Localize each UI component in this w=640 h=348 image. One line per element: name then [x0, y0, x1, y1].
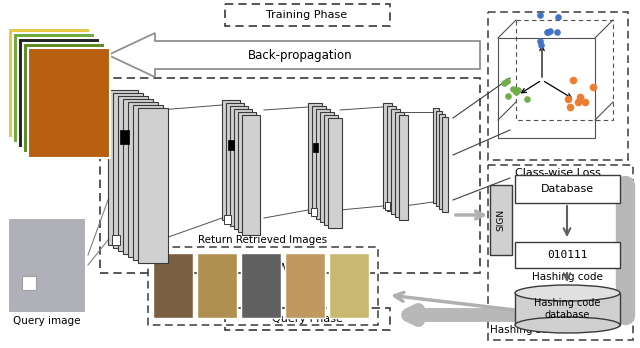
Point	[522, 96, 532, 102]
Bar	[433, 108, 439, 203]
Bar	[498, 38, 595, 138]
Ellipse shape	[515, 317, 620, 333]
Bar	[383, 103, 392, 208]
Point	[552, 30, 563, 35]
Point	[568, 78, 579, 83]
Bar	[112, 235, 120, 245]
Point	[579, 99, 589, 104]
Bar	[128, 102, 158, 257]
Bar	[120, 130, 129, 144]
Bar	[329, 253, 369, 318]
Bar	[488, 12, 628, 160]
Bar	[23, 43, 105, 153]
Bar	[387, 106, 396, 211]
Bar	[228, 140, 234, 150]
Bar	[238, 112, 256, 232]
Text: Back-propagation: Back-propagation	[248, 48, 352, 62]
Bar	[234, 109, 252, 229]
Bar	[490, 185, 512, 255]
Bar	[225, 308, 390, 330]
Bar	[241, 253, 281, 318]
Point	[513, 87, 523, 92]
Bar	[313, 143, 318, 152]
Text: CNN: CNN	[271, 261, 299, 275]
Bar	[515, 242, 620, 268]
Bar	[436, 111, 442, 206]
Bar	[8, 218, 86, 313]
Bar	[148, 247, 378, 325]
Bar	[197, 253, 237, 318]
Point	[502, 78, 512, 84]
Bar	[153, 253, 193, 318]
Point	[575, 94, 585, 100]
Point	[564, 105, 575, 110]
Bar	[242, 115, 260, 235]
Point	[511, 89, 521, 95]
Bar	[113, 93, 143, 248]
Point	[499, 81, 509, 86]
Text: Class-wise Loss: Class-wise Loss	[515, 168, 601, 178]
Point	[573, 99, 583, 105]
Point	[536, 42, 546, 47]
Bar	[22, 276, 36, 290]
Bar	[515, 175, 620, 203]
Bar	[311, 208, 317, 216]
Bar	[320, 112, 334, 222]
Text: Query image: Query image	[13, 316, 81, 326]
Text: Training Phase: Training Phase	[266, 10, 348, 20]
Ellipse shape	[515, 285, 620, 301]
Bar	[123, 99, 153, 254]
Point	[553, 15, 563, 20]
Bar	[439, 114, 445, 209]
Bar	[100, 78, 480, 273]
Bar	[118, 96, 148, 251]
Bar	[138, 108, 168, 263]
Text: Return Retrieved Images: Return Retrieved Images	[198, 235, 328, 245]
Bar	[488, 165, 633, 340]
Bar	[399, 115, 408, 220]
Bar	[316, 109, 330, 219]
Point	[508, 86, 518, 92]
Point	[588, 84, 598, 89]
Bar	[395, 112, 404, 217]
Bar	[225, 4, 390, 26]
Bar	[312, 106, 326, 216]
Point	[545, 29, 555, 34]
Bar	[222, 100, 240, 220]
Text: 010111: 010111	[547, 250, 588, 260]
Bar	[328, 118, 342, 228]
Bar	[324, 115, 338, 225]
Bar	[13, 33, 95, 143]
Bar	[28, 48, 110, 158]
Bar	[226, 103, 244, 223]
Polygon shape	[108, 33, 480, 77]
Bar	[516, 20, 613, 120]
Bar	[442, 117, 448, 212]
Bar	[224, 215, 231, 224]
Bar	[230, 106, 248, 226]
Point	[543, 30, 554, 35]
Bar	[18, 38, 100, 148]
Bar	[285, 253, 325, 318]
Text: Hashing search: Hashing search	[490, 325, 570, 335]
Bar	[8, 28, 90, 138]
Text: Hashing code
database: Hashing code database	[534, 298, 600, 320]
Text: Database: Database	[540, 184, 593, 194]
Bar	[133, 105, 163, 260]
Bar	[308, 103, 322, 213]
Bar	[391, 109, 400, 214]
Point	[542, 30, 552, 35]
Point	[502, 93, 513, 99]
Text: SIGN: SIGN	[497, 209, 506, 231]
Point	[563, 96, 573, 102]
Point	[534, 12, 545, 18]
Text: Query Phase: Query Phase	[271, 314, 342, 324]
Bar	[515, 293, 620, 325]
Bar	[108, 90, 138, 245]
Point	[534, 38, 545, 44]
Bar	[385, 202, 390, 210]
Text: Hashing code: Hashing code	[532, 272, 602, 282]
